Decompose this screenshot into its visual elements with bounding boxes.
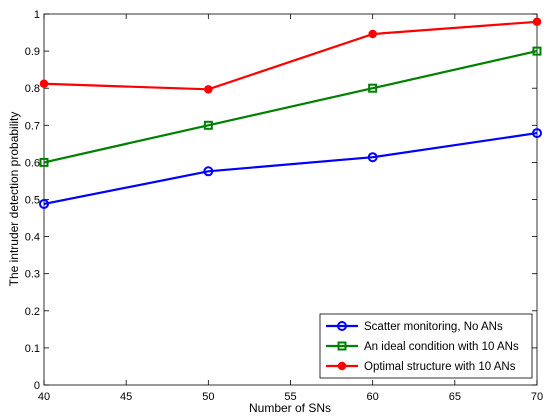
series-line <box>43 20 538 91</box>
x-tick-label: 60 <box>367 391 379 403</box>
series <box>39 128 542 209</box>
data-point <box>532 17 542 27</box>
data-point <box>203 120 213 130</box>
x-tick-label: 40 <box>38 391 50 403</box>
legend-label: Optimal structure with 10 ANs <box>364 361 516 373</box>
y-tick-label: 0.2 <box>25 306 40 318</box>
legend-label: An ideal condition with 10 ANs <box>364 341 519 353</box>
data-point <box>39 157 49 167</box>
y-tick-label: 0.7 <box>25 120 40 132</box>
y-tick-label: 0.8 <box>25 83 40 95</box>
x-axis-title: Number of SNs <box>249 401 331 415</box>
legend: Scatter monitoring, No ANs An ideal condi… <box>319 313 533 379</box>
x-tick-label: 70 <box>531 391 543 403</box>
series-line <box>43 132 538 206</box>
y-axis-title: The intruder detection probability <box>7 112 21 287</box>
y-tick-label: 0 <box>34 380 40 392</box>
y-tick-label: 0.3 <box>25 269 40 281</box>
x-tick-label: 65 <box>449 391 461 403</box>
legend-marker <box>337 361 347 371</box>
y-tick-label: 1 <box>34 9 40 21</box>
legend-marker <box>337 341 347 351</box>
series <box>39 46 542 167</box>
y-tick-label: 0.4 <box>25 232 40 244</box>
data-point <box>203 166 214 177</box>
legend-item: Optimal structure with 10 ANs <box>326 361 516 373</box>
y-tick-label: 0.1 <box>25 343 40 355</box>
series-line <box>43 50 538 164</box>
data-point <box>39 198 49 209</box>
y-tick-label: 0.5 <box>25 195 40 207</box>
data-point <box>532 128 542 139</box>
data-point <box>204 85 213 94</box>
data-point <box>367 152 378 163</box>
series <box>39 17 542 94</box>
data-point <box>368 83 378 93</box>
x-tick-label: 45 <box>120 391 132 403</box>
legend-marker <box>337 321 347 331</box>
y-tick-label: 0.6 <box>25 157 40 169</box>
y-tick-label: 0.9 <box>25 46 40 58</box>
series-layer <box>39 17 542 209</box>
data-point <box>532 46 542 56</box>
x-tick-label: 50 <box>202 391 214 403</box>
data-point <box>39 79 49 88</box>
axis-ticks: 40 45 50 55 60 65 70 0 0.1 0.2 0.3 0.4 0.5 0.6 0.7 0.8 0… <box>25 9 543 403</box>
legend-label: Scatter monitoring, No ANs <box>364 321 503 333</box>
legend-item: Scatter monitoring, No ANs <box>326 321 503 333</box>
legend-item: An ideal condition with 10 ANs <box>326 341 519 353</box>
x-tick-label: 55 <box>284 391 296 403</box>
data-point <box>368 29 377 39</box>
